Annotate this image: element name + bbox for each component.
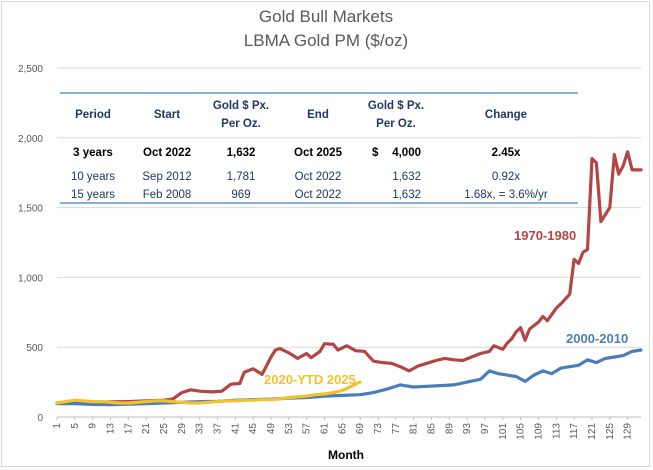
x-tick-label: 81	[409, 423, 420, 435]
y-tick-label: 500	[26, 343, 43, 354]
table-cell-end-currency: $	[372, 147, 379, 159]
table-header-end_px: Gold $ Px.	[368, 100, 424, 112]
table-header-start: Start	[154, 109, 180, 121]
x-tick-label: 9	[88, 423, 99, 429]
x-tick-label: 49	[266, 423, 277, 435]
x-tick-label: 33	[195, 423, 206, 435]
table-cell-end: Oct 2022	[295, 189, 342, 201]
table-cell-period: 3 years	[73, 147, 113, 159]
x-tick-label: 97	[480, 423, 491, 435]
chart-title: Gold Bull Markets	[259, 7, 393, 26]
table-header-period: Period	[75, 109, 111, 121]
table-header-change: Change	[485, 109, 527, 121]
y-tick-label: 1,500	[18, 204, 43, 215]
series-label-2000-2010: 2000-2010	[566, 331, 628, 346]
x-tick-label: 77	[391, 423, 402, 435]
series-line-1970-1980	[55, 150, 643, 405]
table-cell-end-px: 4,000	[392, 147, 421, 159]
y-tick-label: 2,500	[18, 64, 43, 75]
series-label-1970-1980: 1970-1980	[514, 228, 576, 243]
table-cell-start-px: 969	[231, 189, 250, 201]
table-cell-change: 2.45x	[492, 147, 521, 159]
stats-table: Period Start Gold $ Px. Per Oz. End Gold $ Px…	[60, 92, 578, 204]
table-header-start_px: Gold $ Px.	[213, 100, 269, 112]
x-tick-label: 121	[587, 423, 598, 440]
x-tick-label: 129	[623, 423, 634, 440]
table-cell-start-px: 1,781	[227, 171, 256, 183]
table-header-end_px: Per Oz.	[376, 118, 416, 130]
chart-subtitle: LBMA Gold PM ($/oz)	[244, 31, 408, 50]
y-tick-label: 2,000	[18, 134, 43, 145]
x-tick-label: 73	[373, 423, 384, 435]
x-axis-title: Month	[328, 448, 364, 462]
series-layer	[55, 150, 643, 407]
table-cell-end: Oct 2025	[294, 147, 343, 159]
x-tick-label: 125	[605, 423, 616, 440]
x-tick-label: 41	[230, 423, 241, 435]
x-tick-label: 29	[177, 423, 188, 435]
x-tick-label: 13	[105, 423, 116, 435]
series-line-2020-ytd-2025	[55, 380, 362, 405]
gridlines	[57, 67, 641, 348]
x-tick-label: 1	[52, 423, 63, 429]
y-tick-label: 1,000	[18, 273, 43, 284]
table-cell-start: Feb 2008	[143, 189, 192, 201]
labels-layer: Gold Bull Markets LBMA Gold PM ($/oz) Mont…	[244, 7, 628, 462]
x-tick-label: 37	[212, 423, 223, 435]
table-cell-start: Sep 2012	[142, 171, 191, 183]
x-tick-label: 61	[319, 423, 330, 435]
x-tick-label: 69	[355, 423, 366, 435]
y-tick-label: 0	[37, 413, 43, 424]
x-tick-label: 105	[516, 423, 527, 440]
table-cell-start: Oct 2022	[143, 147, 191, 159]
x-tick-label: 25	[159, 423, 170, 435]
x-tick-label: 45	[248, 423, 259, 435]
x-tick-label: 113	[551, 423, 562, 439]
table-cell-change: 1.68x, = 3.6%/yr	[464, 189, 548, 201]
table-cell-end-px: 1,632	[392, 171, 421, 183]
series-label-2020-ytd-2025: 2020-YTD 2025	[264, 372, 356, 387]
table-cell-change: 0.92x	[492, 171, 520, 183]
x-tick-label: 109	[533, 423, 544, 440]
x-tick-label: 89	[444, 423, 455, 435]
table-header-start_px: Per Oz.	[221, 118, 261, 130]
axes: 0 500 1,000 1,500 2,000 2,500 1 5 9 13 17 21 25 29 33 3…	[18, 64, 641, 440]
table-cell-period: 15 years	[71, 189, 115, 201]
x-tick-label: 53	[284, 423, 295, 435]
table-cell-end: Oct 2022	[295, 171, 342, 183]
x-tick-label: 101	[498, 423, 509, 440]
table-header-end: End	[307, 109, 329, 121]
x-tick-label: 5	[70, 423, 81, 429]
table-cell-period: 10 years	[71, 171, 115, 183]
x-tick-label: 57	[302, 423, 313, 435]
x-tick-label: 85	[426, 423, 437, 435]
x-tick-label: 21	[141, 423, 152, 435]
x-tick-label: 17	[123, 423, 134, 435]
x-tick-label: 65	[337, 423, 348, 435]
table-cell-start-px: 1,632	[227, 147, 256, 159]
table-cell-end-px: 1,632	[392, 189, 421, 201]
x-tick-label: 93	[462, 423, 473, 435]
x-tick-label: 117	[569, 423, 580, 439]
